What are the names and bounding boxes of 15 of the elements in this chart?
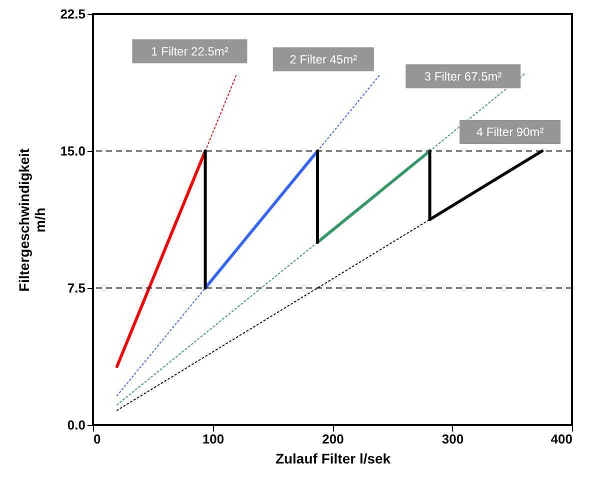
series-label: 2 Filter 45m² — [290, 52, 358, 66]
series-label: 4 Filter 90m² — [476, 125, 544, 139]
series-label: 3 Filter 67.5m² — [424, 69, 502, 84]
y-tick-label: 15.0 — [60, 144, 86, 158]
x-tick-label: 200 — [322, 432, 344, 446]
x-tick-label: 300 — [442, 432, 464, 446]
y-tick-label: 7.5 — [67, 280, 86, 296]
series-label: 1 Filter 22.5m² — [151, 44, 228, 58]
y-tick-label: 22.5 — [60, 6, 86, 22]
x-tick-label: 400 — [550, 432, 572, 446]
y-axis-title: Filtergeschwindigkeit m/h — [16, 148, 48, 292]
x-tick-label: 0 — [94, 432, 101, 446]
x-axis-title: Zulauf Filter l/sek — [275, 450, 391, 466]
x-tick-label: 100 — [202, 432, 224, 446]
y-tick-label: 0.0 — [67, 418, 86, 432]
